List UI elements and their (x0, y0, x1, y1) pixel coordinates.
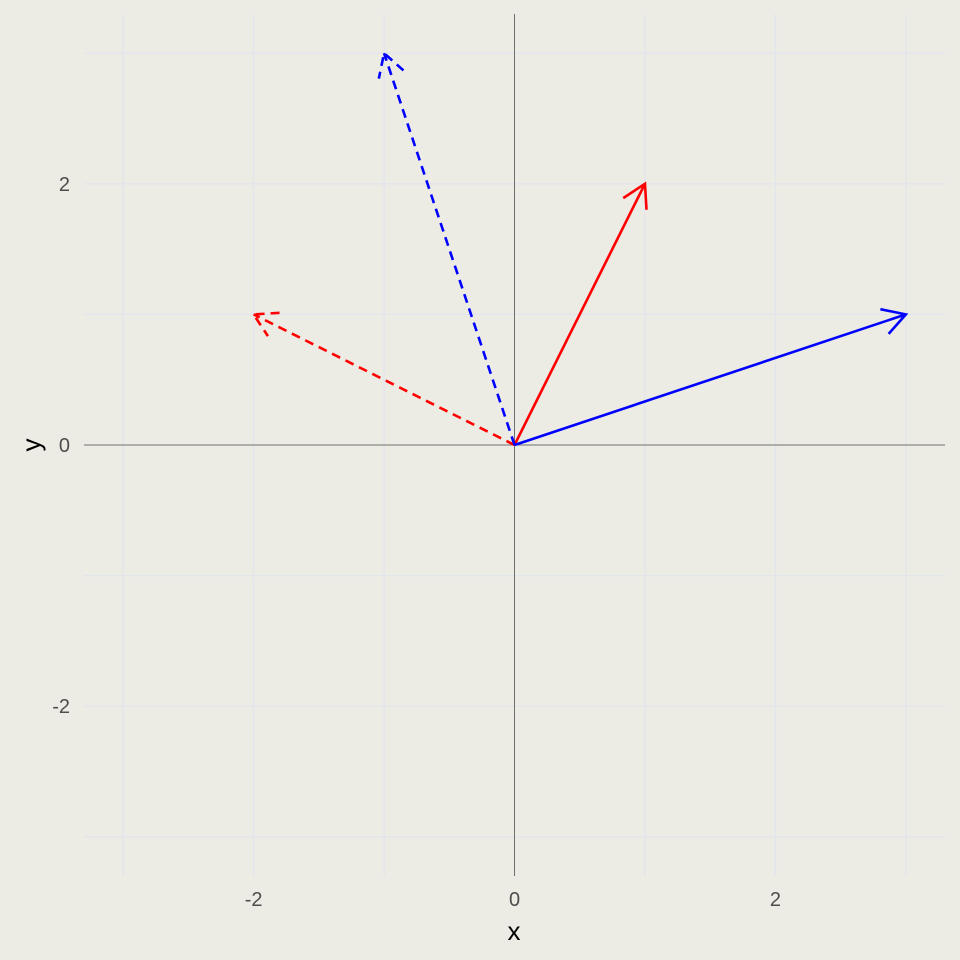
vector-arrowhead (251, 311, 280, 337)
x-axis-title: x (508, 916, 521, 946)
y-axis-ticks: -2 0 2 (52, 174, 70, 718)
y-tick-label: 0 (59, 435, 70, 457)
vector-2 (514, 307, 909, 447)
vector-shaft (253, 313, 516, 447)
y-tick-label: -2 (52, 696, 70, 718)
vector-arrowhead (880, 307, 909, 335)
vector-arrowhead (622, 181, 648, 210)
vector-4 (377, 50, 516, 446)
x-tick-label: -2 (245, 889, 263, 911)
vector-3 (251, 311, 516, 447)
vectors (251, 50, 909, 447)
vector-arrowhead (377, 50, 405, 79)
x-tick-label: 0 (509, 889, 520, 911)
vector-shaft (513, 183, 647, 446)
x-tick-label: 2 (770, 889, 781, 911)
vector-shaft (514, 313, 907, 447)
x-axis-ticks: -2 0 2 (245, 889, 781, 911)
y-axis-title: y (16, 439, 46, 452)
vector-shaft (382, 52, 516, 446)
vector-1 (513, 181, 648, 446)
y-tick-label: 2 (59, 174, 70, 196)
